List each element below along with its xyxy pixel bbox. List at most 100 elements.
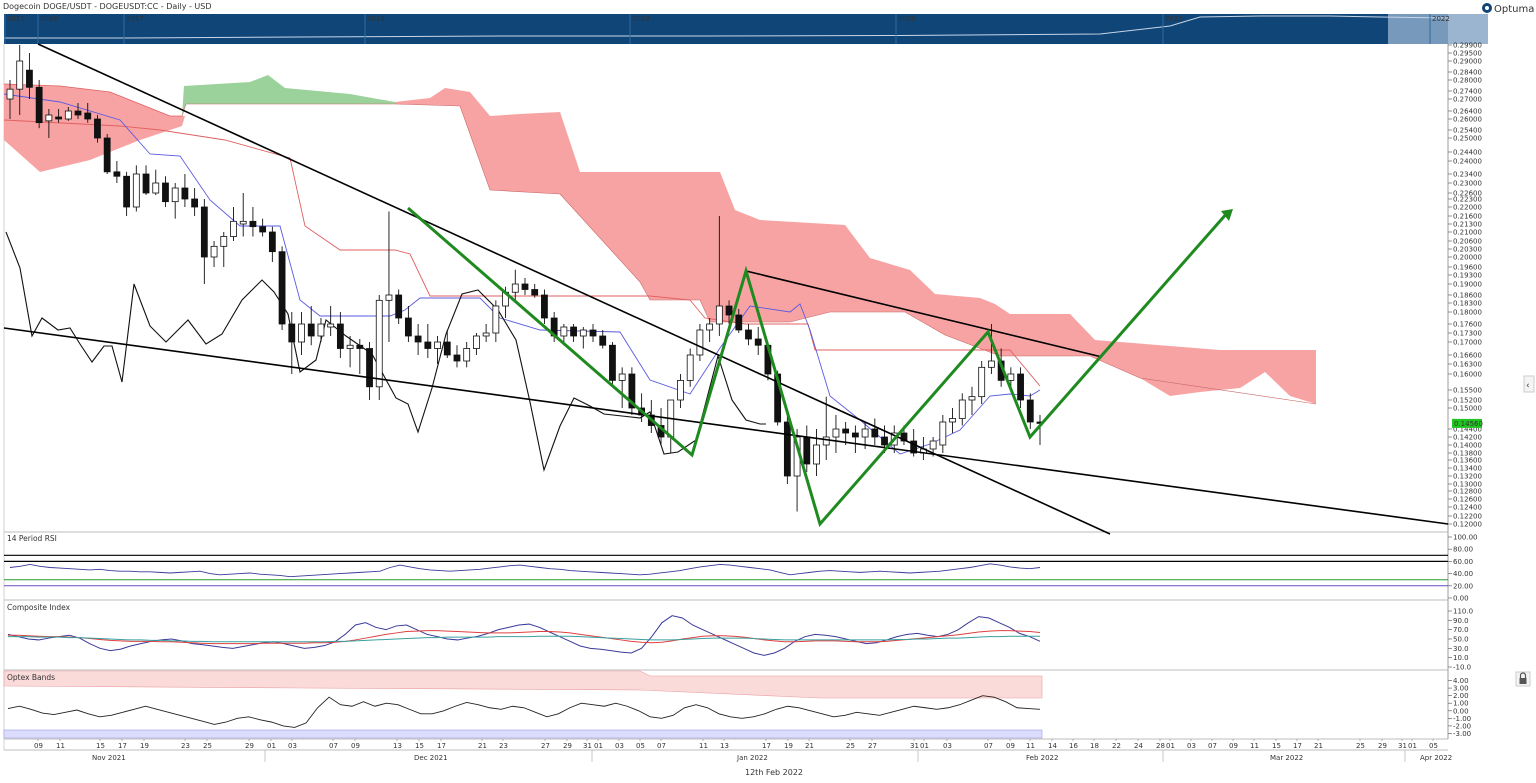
x-day-label: 05	[1429, 742, 1438, 750]
last-price-badge	[1452, 418, 1482, 428]
brand-name: Optuma	[1494, 4, 1534, 15]
senkou-span-a	[3, 83, 182, 117]
resistance-trendline	[745, 270, 1103, 358]
candle-bearish	[162, 182, 169, 203]
candle-bearish	[123, 175, 131, 208]
price-tick-label: 0.12800	[1453, 488, 1482, 496]
price-tick-label: 0.27400	[1453, 88, 1482, 96]
candle-bearish	[725, 305, 733, 316]
x-day-label: 03	[1187, 742, 1196, 750]
navigator-year-label: 2018	[367, 15, 385, 23]
price-tick-label: 0.24000	[1453, 158, 1482, 166]
price-tick-label: 0.17600	[1453, 321, 1482, 329]
x-day-label: 14	[1048, 742, 1057, 750]
candle-bullish	[230, 220, 237, 237]
green-projection-path	[407, 206, 1230, 528]
candle-bullish	[686, 354, 694, 381]
optuma-logo: Optuma	[1482, 3, 1534, 15]
rsi-tick-label: 80.00	[1453, 546, 1473, 554]
candle-bullish	[45, 114, 53, 122]
navigator-year-label: 2016	[40, 15, 58, 23]
candle-bullish	[715, 305, 723, 325]
candle-bullish	[463, 348, 471, 362]
price-tick-label: 0.26400	[1453, 108, 1482, 116]
navigator-strip[interactable]: 2015 2016 2017 2018 2019 2020 2021 2022	[4, 14, 1488, 44]
candle-bullish	[220, 236, 228, 247]
composite-fast-average	[8, 630, 1041, 645]
candle-bullish	[385, 294, 393, 301]
candle-bearish	[26, 69, 33, 88]
candle-bearish	[783, 421, 791, 477]
x-day-label: 09	[1229, 742, 1238, 750]
x-day-label: 19	[784, 742, 793, 750]
x-day-label: 07	[984, 742, 993, 750]
x-day-label: 25	[1356, 742, 1365, 750]
x-day-label: 17	[762, 742, 771, 750]
price-tick-label: 0.21600	[1453, 213, 1482, 221]
candle-bullish	[210, 245, 218, 258]
navigator-year-label: 2019	[632, 15, 650, 23]
x-day-label: 17	[1293, 742, 1302, 750]
candle-bullish	[618, 373, 626, 381]
wedge-lower-trendline	[3, 327, 1449, 525]
candle-bullish	[6, 88, 14, 100]
collapse-panel-button[interactable]: ‹	[1523, 375, 1535, 393]
x-day-label: 21	[805, 742, 814, 750]
x-day-label: 03	[615, 742, 624, 750]
candle-bearish	[531, 289, 539, 296]
candle-bullish	[939, 421, 947, 446]
candle-bullish	[978, 366, 986, 398]
x-day-label: 11	[699, 742, 708, 750]
price-tick-label: 0.16300	[1453, 361, 1482, 369]
candle-bearish	[609, 344, 616, 381]
rsi-tick-label: 0.00	[1453, 595, 1469, 603]
candle-bearish	[356, 344, 364, 349]
candle-bearish	[1017, 373, 1024, 401]
x-month-label: Nov 2021	[92, 754, 126, 762]
x-month-label: Apr 2022	[1420, 754, 1452, 762]
x-day-label: 29	[1378, 742, 1387, 750]
candle-bullish	[239, 220, 247, 225]
price-tick-label: 0.19000	[1453, 281, 1482, 289]
optex-tick-label: 3.00	[1453, 685, 1469, 693]
rsi-tick-label: 40.00	[1453, 570, 1473, 578]
candle-bullish	[929, 440, 937, 450]
candle-bullish	[375, 299, 383, 388]
price-tick-label: 0.13000	[1453, 481, 1482, 489]
candle-bearish	[900, 432, 908, 442]
composite-tick-label: -10.0	[1453, 664, 1471, 672]
optex-tick-label: -3.00	[1453, 730, 1471, 738]
rsi-panel-title: 14 Period RSI	[7, 534, 57, 543]
navigator-selection[interactable]	[1388, 14, 1488, 44]
candle-bullish	[482, 332, 490, 337]
candle-bearish	[541, 294, 548, 319]
x-day-label: 15	[96, 742, 105, 750]
rsi-panel: 14 Period RSI	[4, 534, 1448, 587]
optex-panel: Optex Bands	[3, 670, 1043, 739]
candle-bullish	[298, 323, 305, 343]
price-tick-label: 0.18300	[1453, 300, 1482, 308]
x-day-label: 17	[118, 742, 127, 750]
composite-tick-label: 50.0	[1453, 636, 1469, 644]
candle-bearish	[395, 294, 403, 319]
x-day-label: 24	[1134, 742, 1143, 750]
lock-button[interactable]	[1515, 671, 1531, 687]
candle-bearish	[745, 329, 752, 340]
x-day-label: 27	[868, 742, 877, 750]
navigator-year-label: 2021	[1165, 15, 1183, 23]
candle-bearish	[35, 86, 43, 124]
price-tick-label: 0.17000	[1453, 339, 1482, 347]
optex-oscillator-line	[7, 695, 1041, 728]
x-day-label: 25	[846, 742, 855, 750]
x-day-label: 11	[56, 742, 65, 750]
candle-bullish	[949, 418, 956, 423]
candle-bullish	[492, 305, 500, 334]
x-day-label: 29	[563, 742, 572, 750]
x-day-label: 03	[943, 742, 952, 750]
candle-bearish	[414, 335, 422, 343]
candle-bearish	[336, 323, 344, 349]
candle-bullish	[958, 399, 966, 419]
x-day-label: 09	[1006, 742, 1015, 750]
price-tick-label: 0.18600	[1453, 292, 1482, 300]
